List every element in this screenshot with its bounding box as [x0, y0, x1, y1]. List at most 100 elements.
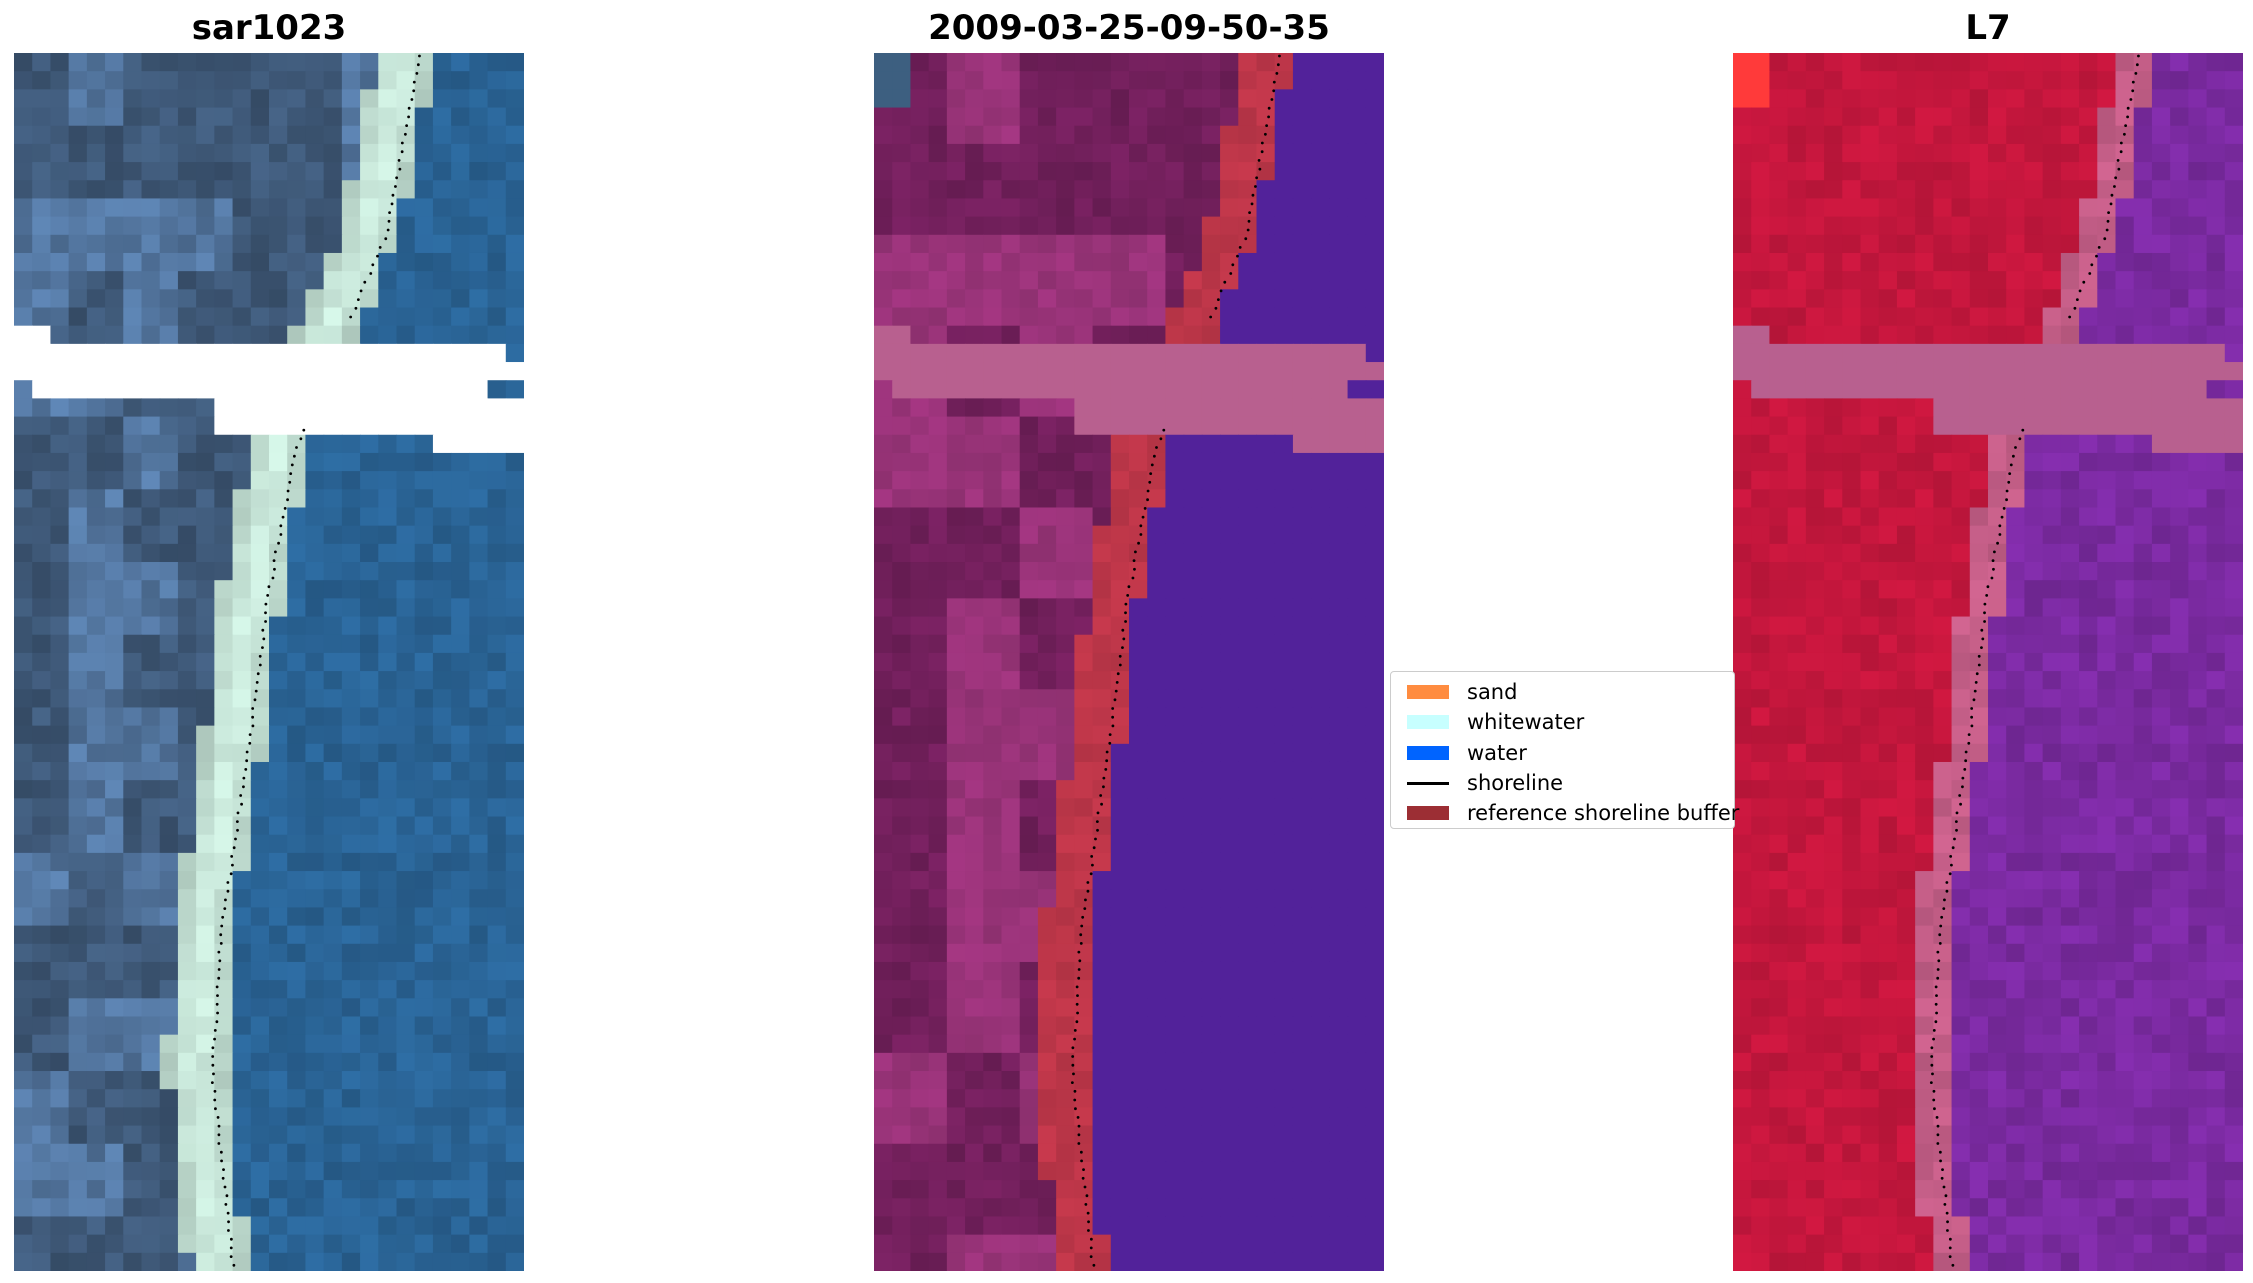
pixel-cell	[177, 1071, 197, 1090]
pixel-cell	[123, 1252, 143, 1271]
pixel-cell	[1019, 289, 1039, 309]
pixel-cell	[1074, 1107, 1094, 1127]
pixel-cell	[1769, 271, 1789, 290]
pixel-cell	[1733, 234, 1752, 254]
shoreline-point	[213, 1029, 217, 1032]
pixel-cell	[1988, 216, 2007, 236]
pixel-cell	[1347, 1143, 1367, 1163]
pixel-cell	[141, 71, 161, 90]
pixel-cell	[1037, 53, 1057, 72]
pixel-cell	[965, 671, 984, 690]
pixel-cell	[2097, 89, 2117, 109]
pixel-cell	[469, 71, 489, 90]
pixel-cell	[1056, 398, 1075, 418]
pixel-cell	[1274, 816, 1294, 836]
pixel-cell	[432, 1198, 452, 1218]
pixel-cell	[469, 252, 489, 272]
pixel-cell	[396, 889, 416, 909]
pixel-cell	[983, 1234, 1003, 1254]
pixel-cell	[1056, 307, 1075, 327]
pixel-cell	[1238, 1071, 1258, 1090]
pixel-cell	[1951, 489, 1971, 509]
pixel-cell	[1860, 598, 1880, 618]
pixel-cell	[1201, 1034, 1221, 1054]
pixel-cell	[105, 198, 124, 218]
shoreline-point	[1083, 1185, 1087, 1189]
pixel-cell	[105, 780, 124, 799]
pixel-cell	[1037, 671, 1057, 690]
pixel-cell	[946, 125, 966, 145]
pixel-cell	[1347, 743, 1367, 763]
pixel-cell	[123, 1107, 143, 1127]
pixel-cell	[451, 1016, 470, 1036]
pixel-cell	[1292, 216, 1312, 236]
pixel-cell	[1365, 998, 1384, 1018]
pixel-cell	[983, 1216, 1003, 1236]
pixel-cell	[451, 998, 470, 1018]
pixel-cell	[341, 1089, 361, 1108]
pixel-cell	[1365, 761, 1384, 781]
pixel-cell	[487, 107, 507, 127]
pixel-cell	[1147, 1216, 1167, 1236]
pixel-cell	[250, 1089, 270, 1108]
pixel-cell	[1256, 71, 1276, 90]
pixel-cell	[1056, 343, 1075, 363]
pixel-cell	[323, 143, 343, 163]
shoreline-point	[1084, 1203, 1088, 1206]
pixel-cell	[86, 362, 106, 381]
pixel-cell	[1347, 380, 1367, 399]
pixel-cell	[965, 725, 984, 745]
pixel-cell	[910, 398, 930, 418]
shoreline-point	[1089, 1237, 1093, 1241]
pixel-cell	[1969, 216, 1989, 236]
shoreline-point	[1076, 1011, 1079, 1015]
shoreline-point	[1077, 976, 1081, 980]
pixel-cell	[32, 180, 52, 200]
pixel-cell	[214, 471, 234, 490]
pixel-cell	[1220, 343, 1239, 363]
pixel-cell	[196, 507, 215, 527]
pixel-cell	[50, 798, 70, 818]
pixel-cell	[14, 961, 33, 981]
pixel-cell	[892, 1234, 912, 1254]
pixel-cell	[86, 489, 106, 509]
pixel-cell	[1001, 1252, 1021, 1271]
pixel-cell	[1129, 198, 1148, 218]
pixel-cell	[323, 1071, 343, 1090]
pixel-cell	[946, 198, 966, 218]
pixel-cell	[378, 471, 398, 490]
pixel-cell	[1019, 416, 1039, 436]
pixel-cell	[141, 416, 161, 436]
pixel-cell	[14, 325, 33, 345]
pixel-cell	[1092, 452, 1112, 472]
pixel-cell	[1329, 980, 1349, 999]
pixel-cell	[1878, 580, 1898, 599]
pixel-cell	[1824, 343, 1843, 363]
pixel-cell	[451, 216, 470, 236]
pixel-cell	[1256, 89, 1276, 109]
pixel-cell	[1201, 89, 1221, 109]
pixel-cell	[1365, 525, 1384, 545]
pixel-cell	[214, 434, 234, 454]
pixel-cell	[1056, 1052, 1075, 1072]
pixel-cell	[1969, 380, 1989, 399]
pixel-cell	[928, 925, 948, 945]
pixel-cell	[892, 616, 912, 636]
pixel-cell	[396, 89, 416, 109]
pixel-cell	[1201, 689, 1221, 709]
pixel-cell	[505, 1089, 524, 1108]
pixel-cell	[2097, 434, 2117, 454]
pixel-cell	[123, 107, 143, 127]
pixel-cell	[1311, 1089, 1330, 1108]
shoreline-point	[1244, 237, 1248, 241]
pixel-cell	[469, 1143, 489, 1163]
pixel-cell	[2133, 180, 2153, 200]
pixel-cell	[1347, 307, 1367, 327]
pixel-cell	[874, 634, 893, 654]
pixel-cell	[1238, 343, 1258, 363]
pixel-cell	[232, 743, 252, 763]
pixel-cell	[892, 252, 912, 272]
shoreline-point	[1086, 889, 1090, 893]
pixel-cell	[983, 1180, 1003, 1199]
pixel-cell	[269, 761, 288, 781]
